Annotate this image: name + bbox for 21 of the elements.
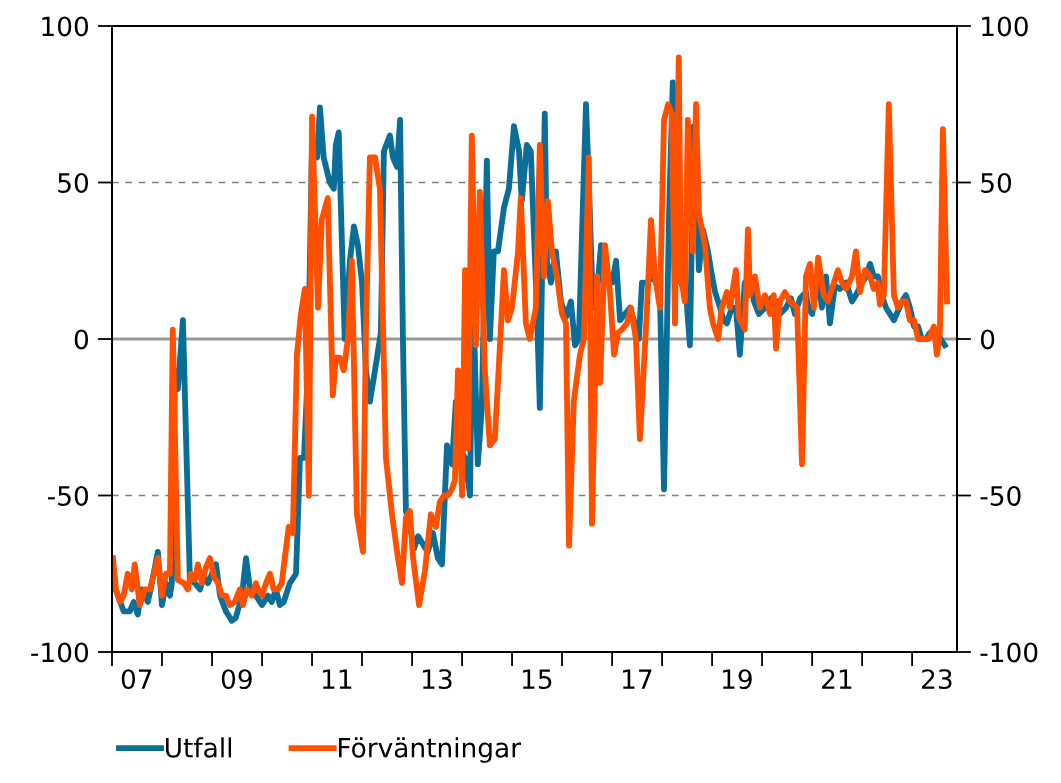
- x-tick-label: 09: [221, 669, 252, 690]
- y2-tick-label: 100: [982, 16, 1028, 37]
- y2-tick-label: -100: [980, 642, 1038, 663]
- y-tick-label: 50: [58, 172, 89, 193]
- x-tick-label: 23: [922, 669, 952, 690]
- y2-tick-label: 0: [980, 329, 995, 350]
- legend-label: Utfall: [166, 737, 232, 758]
- y-tick-label: -100: [31, 642, 89, 663]
- x-tick-label: 17: [623, 669, 652, 689]
- y-tick-label: 0: [74, 329, 89, 350]
- legend-label: Förväntningar: [339, 737, 522, 763]
- x-tick-label: 19: [722, 669, 752, 690]
- x-tick-label: 07: [121, 669, 152, 690]
- y2-tick-label: 50: [981, 172, 1012, 193]
- x-tick-label: 13: [422, 669, 452, 690]
- y2-tick-label: -50: [980, 485, 1021, 506]
- x-tick-label: 15: [522, 669, 552, 690]
- y-tick-label: 100: [42, 16, 89, 37]
- y-tick-label: -50: [47, 485, 89, 506]
- x-tick-label: 21: [822, 669, 852, 689]
- x-tick-label: 11: [322, 669, 352, 689]
